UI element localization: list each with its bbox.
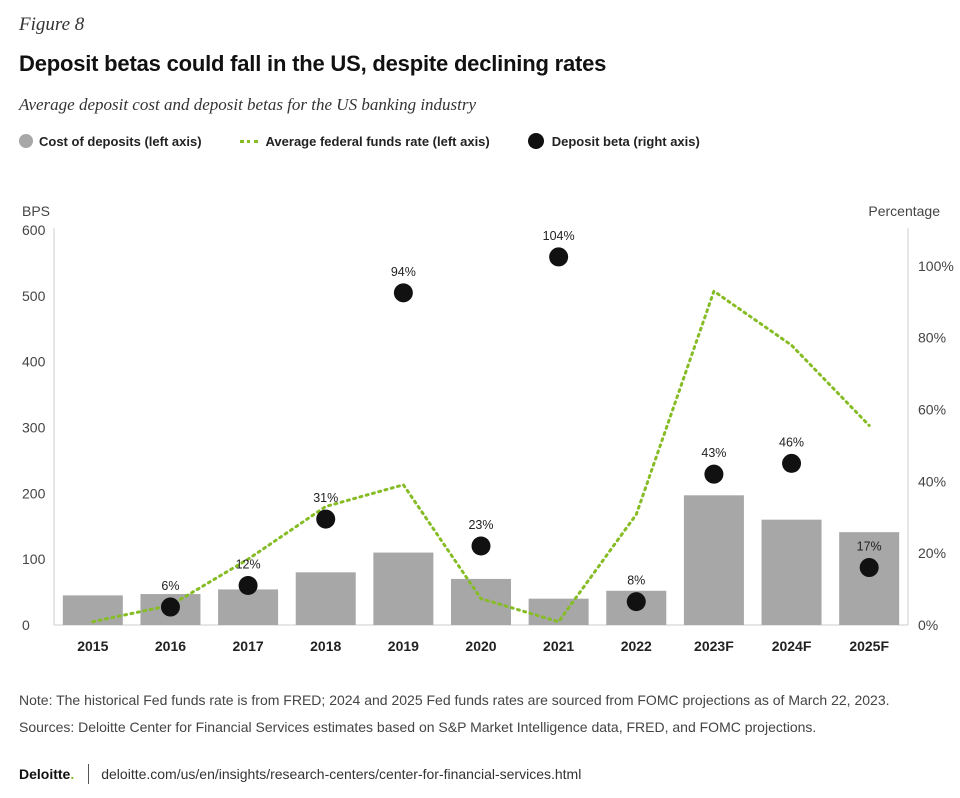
left-tick-label: 0: [22, 617, 30, 633]
right-tick-label: 0%: [918, 617, 938, 633]
sources-text: Sources: Deloitte Center for Financial S…: [19, 719, 817, 735]
deposit-beta-label: 8%: [627, 574, 645, 588]
right-tick-label: 60%: [918, 402, 946, 418]
federal-funds-rate-line: [91, 288, 871, 624]
chart-title: Deposit betas could fall in the US, desp…: [19, 51, 607, 76]
deloitte-logo: Deloitte.: [19, 766, 75, 782]
left-tick-label: 100: [22, 551, 46, 567]
deposit-beta-label: 6%: [161, 579, 179, 593]
legend-bars-label: Cost of deposits (left axis): [39, 133, 202, 149]
deposit-beta-point: [549, 247, 569, 267]
legend-item-dots: Deposit beta (right axis): [527, 133, 700, 149]
deposit-beta-label: 31%: [313, 491, 338, 505]
cost-of-deposits-bar: [761, 519, 822, 625]
left-tick-label: 200: [22, 485, 46, 501]
legend-line-swatch-icon: [239, 139, 258, 143]
x-tick-label: 2015: [77, 638, 108, 654]
legend-dots-label: Deposit beta (right axis): [551, 133, 700, 149]
x-tick-label: 2016: [155, 638, 186, 654]
right-axis-title: Percentage: [868, 203, 940, 219]
cost-of-deposits-bar: [62, 595, 123, 625]
deposit-beta-label: 46%: [779, 435, 804, 449]
legend-item-line: Average federal funds rate (left axis): [239, 133, 490, 149]
legend-bar-swatch-icon: [19, 134, 33, 148]
x-tick-label: 2025F: [849, 638, 889, 654]
footer-separator: [88, 764, 90, 784]
cost-of-deposits-bar: [451, 578, 511, 625]
deposit-beta-label: 12%: [236, 558, 261, 572]
chart-subtitle: Average deposit cost and deposit betas f…: [19, 95, 477, 114]
legend-dot-swatch-icon: [527, 133, 544, 149]
x-tick-label: 2020: [465, 638, 496, 654]
cost-of-deposits-bar: [528, 598, 589, 625]
deposit-beta-point: [316, 509, 336, 529]
deposit-beta-point: [704, 464, 724, 484]
deposit-beta-point: [471, 536, 491, 556]
figure-label: Figure 8: [19, 14, 85, 35]
footer-url[interactable]: deloitte.com/us/en/insights/research-cen…: [101, 766, 582, 782]
left-axis-title: BPS: [22, 203, 50, 219]
x-tick-label: 2017: [233, 638, 264, 654]
deposit-beta-label: 94%: [391, 265, 416, 279]
left-tick-label: 500: [22, 288, 46, 304]
right-tick-label: 20%: [918, 545, 946, 561]
deposit-beta-label: 104%: [543, 229, 575, 243]
deposit-beta-point: [859, 558, 879, 578]
right-tick-label: 100%: [918, 258, 954, 274]
deposit-beta-point: [626, 592, 646, 612]
legend-item-bars: Cost of deposits (left axis): [19, 134, 202, 149]
deposit-beta-label: 23%: [468, 518, 493, 532]
x-tick-label: 2021: [543, 638, 574, 654]
deposit-beta-point: [238, 576, 258, 595]
x-tick-label: 2024F: [772, 638, 812, 654]
footer: Deloitte. deloitte.com/us/en/insights/re…: [19, 763, 581, 785]
combo-chart: BPS Percentage 0 100 200 300 400 500 600 0% 20%…: [22, 203, 954, 654]
x-tick-label: 2019: [388, 638, 419, 654]
cost-of-deposits-bar: [373, 552, 434, 625]
deposit-beta-point: [782, 453, 802, 473]
right-tick-label: 40%: [918, 473, 946, 489]
note-text: Note: The historical Fed funds rate is f…: [19, 692, 890, 708]
x-tick-label: 2018: [310, 638, 341, 654]
x-tick-label: 2023F: [694, 638, 734, 654]
left-tick-label: 600: [22, 222, 46, 238]
cost-of-deposits-bar: [295, 572, 356, 625]
left-tick-label: 400: [22, 354, 46, 370]
deposit-beta-point: [160, 597, 180, 617]
left-tick-label: 300: [22, 420, 46, 436]
deposit-beta-point: [393, 283, 413, 303]
right-tick-label: 80%: [918, 330, 946, 346]
x-tick-label: 2022: [621, 638, 652, 654]
deposit-beta-label: 17%: [857, 540, 882, 554]
deposit-beta-label: 43%: [701, 446, 726, 460]
legend: Cost of deposits (left axis) Average fed…: [19, 131, 738, 151]
cost-of-deposits-bar: [218, 589, 279, 625]
cost-of-deposits-bar: [683, 495, 744, 625]
legend-line-label: Average federal funds rate (left axis): [265, 133, 490, 149]
cost-of-deposits-bar: [839, 532, 900, 625]
